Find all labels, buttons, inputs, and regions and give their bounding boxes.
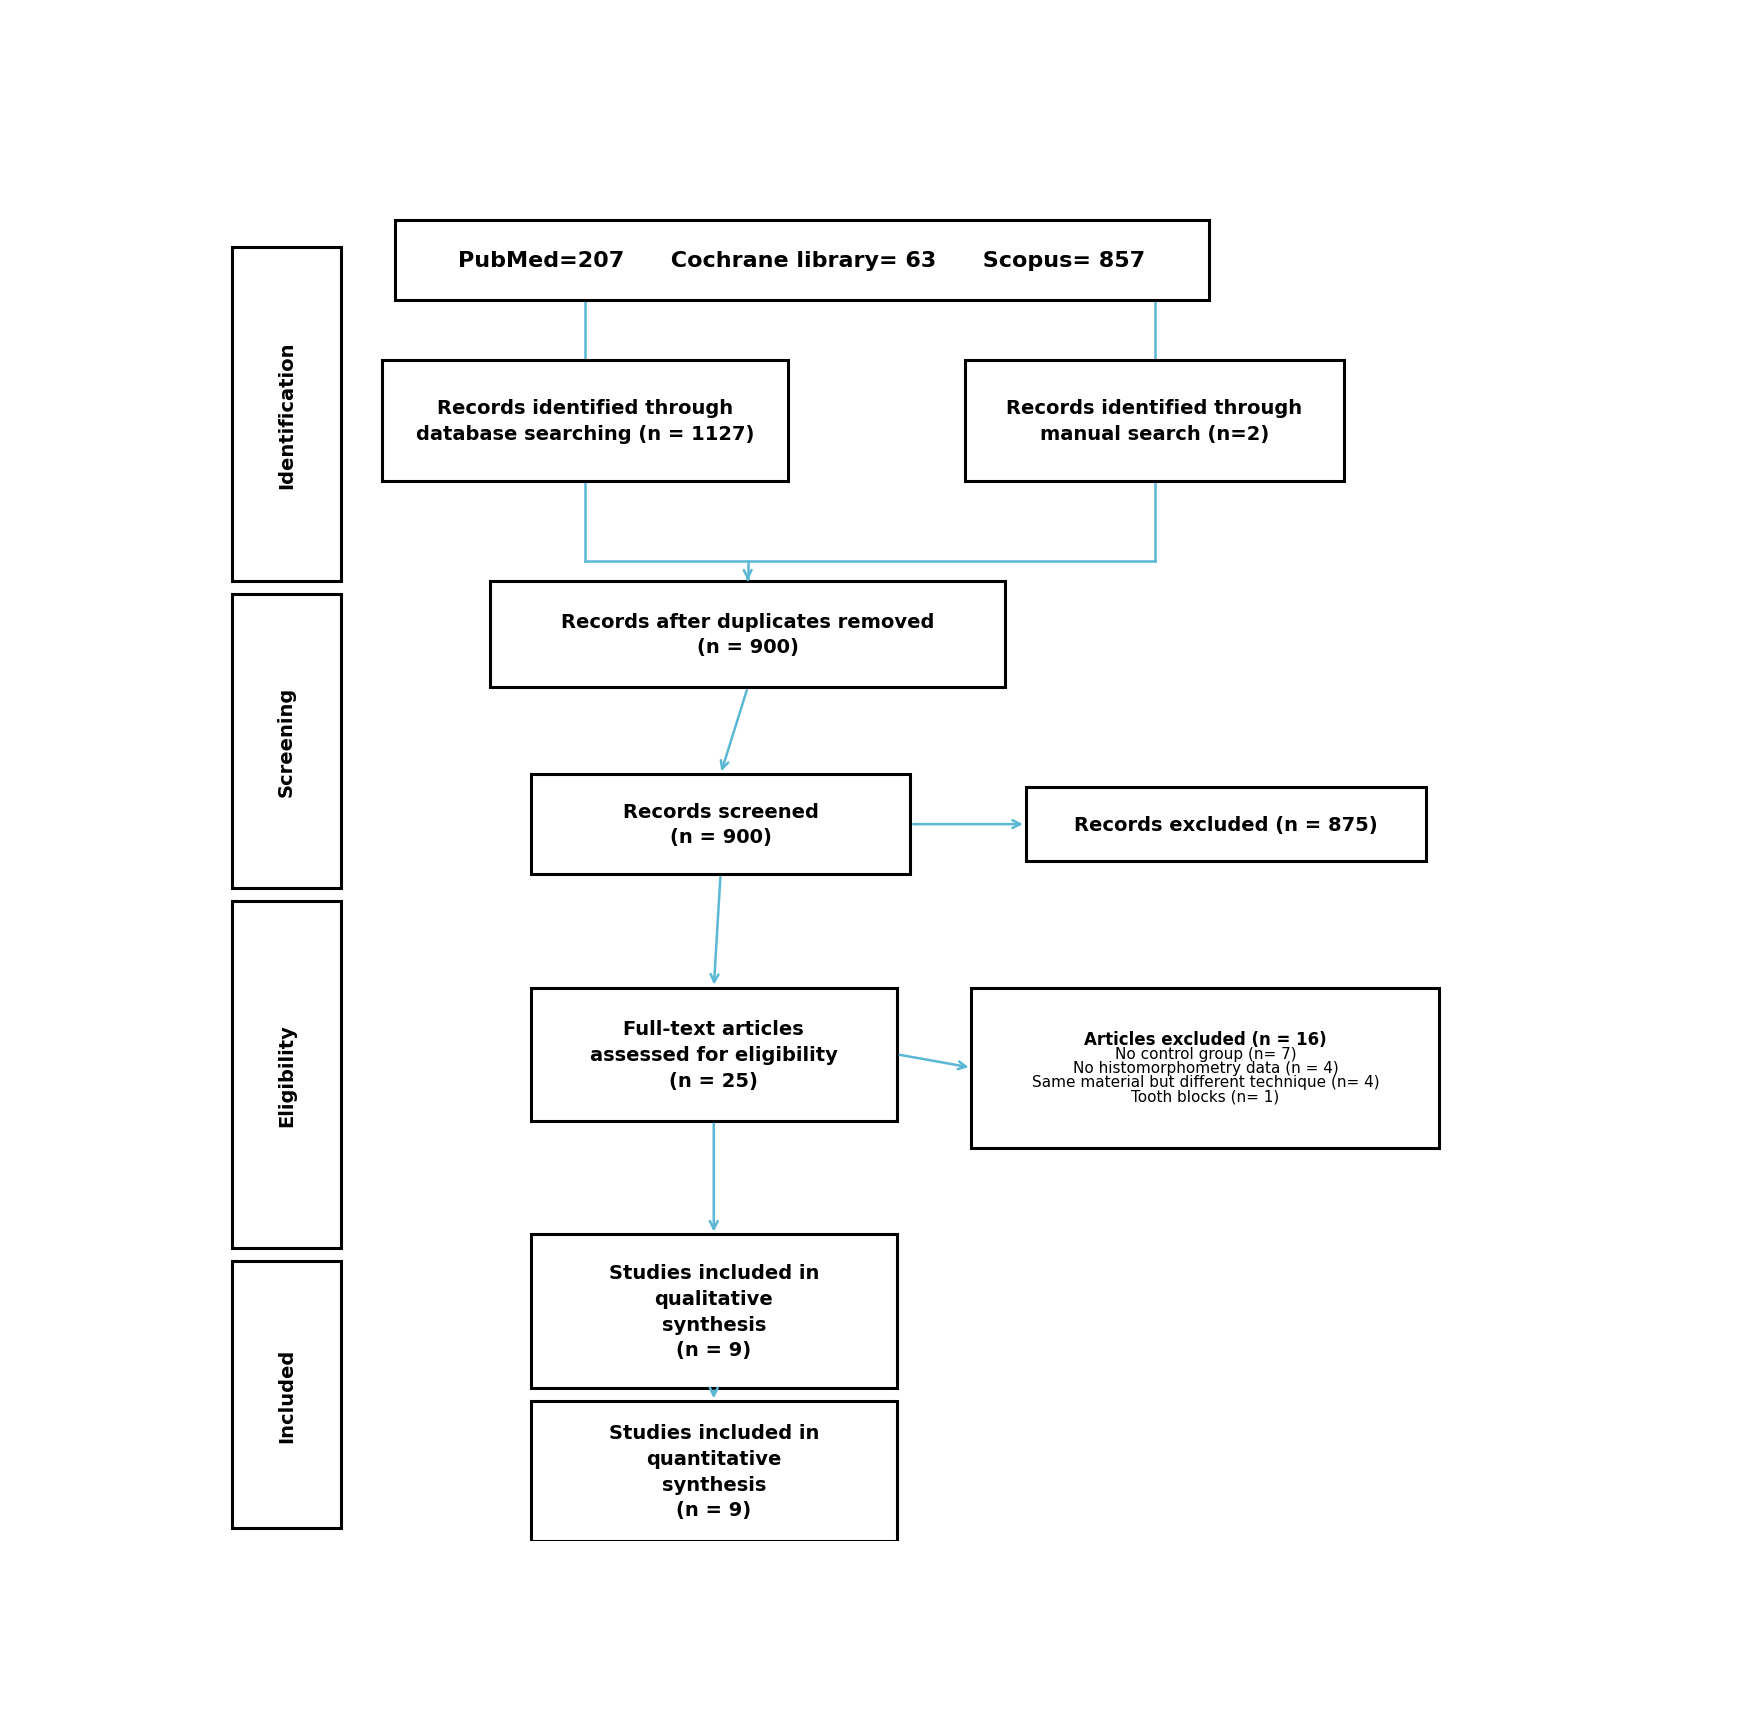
Text: Records screened
(n = 900): Records screened (n = 900) [623, 802, 819, 847]
Text: Studies included in
qualitative
synthesis
(n = 9): Studies included in qualitative synthesi… [609, 1263, 819, 1360]
Text: Records excluded (n = 875): Records excluded (n = 875) [1074, 816, 1377, 835]
FancyBboxPatch shape [382, 362, 788, 481]
FancyBboxPatch shape [233, 248, 341, 582]
Text: Eligibility: Eligibility [276, 1024, 296, 1126]
Text: Studies included in
quantitative
synthesis
(n = 9): Studies included in quantitative synthes… [609, 1424, 819, 1519]
FancyBboxPatch shape [530, 1235, 898, 1387]
Text: Same material but different technique (n= 4): Same material but different technique (n… [1031, 1076, 1379, 1089]
Text: Records after duplicates removed
(n = 900): Records after duplicates removed (n = 90… [562, 611, 934, 656]
Text: Included: Included [276, 1347, 296, 1441]
FancyBboxPatch shape [396, 222, 1209, 301]
Text: No histomorphometry data (n = 4): No histomorphometry data (n = 4) [1073, 1060, 1339, 1076]
FancyBboxPatch shape [530, 987, 898, 1121]
FancyBboxPatch shape [233, 901, 341, 1249]
Text: Tooth blocks (n= 1): Tooth blocks (n= 1) [1130, 1089, 1279, 1105]
Text: Records identified through
database searching (n = 1127): Records identified through database sear… [416, 398, 754, 443]
FancyBboxPatch shape [233, 1261, 341, 1528]
FancyBboxPatch shape [1026, 788, 1426, 861]
FancyBboxPatch shape [233, 594, 341, 889]
Text: No control group (n= 7): No control group (n= 7) [1115, 1046, 1297, 1062]
Text: Screening: Screening [276, 686, 296, 797]
FancyBboxPatch shape [490, 582, 1006, 688]
Text: Identification: Identification [276, 341, 296, 488]
Text: Records identified through
manual search (n=2): Records identified through manual search… [1006, 398, 1302, 443]
Text: PubMed=207      Cochrane library= 63      Scopus= 857: PubMed=207 Cochrane library= 63 Scopus= … [458, 251, 1146, 272]
FancyBboxPatch shape [530, 1401, 898, 1541]
Text: Articles excluded (n = 16): Articles excluded (n = 16) [1083, 1031, 1326, 1048]
Text: Full-text articles
assessed for eligibility
(n = 25): Full-text articles assessed for eligibil… [590, 1020, 838, 1089]
FancyBboxPatch shape [971, 987, 1438, 1148]
FancyBboxPatch shape [530, 774, 910, 875]
FancyBboxPatch shape [964, 362, 1344, 481]
